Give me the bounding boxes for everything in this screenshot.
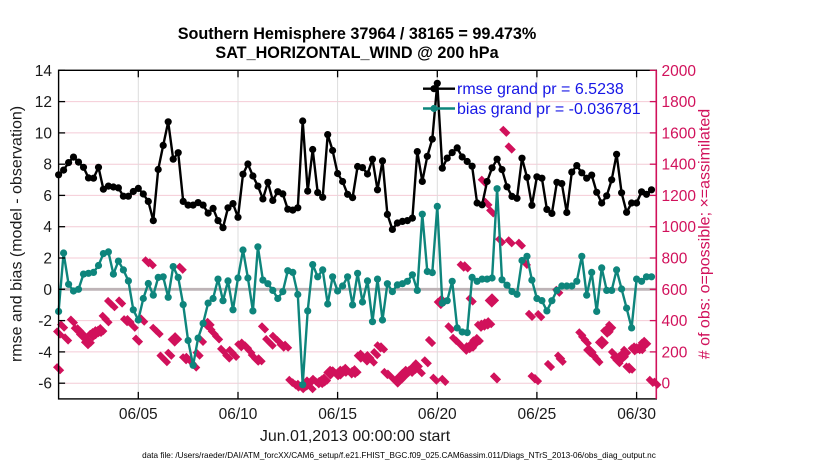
svg-text:0: 0	[662, 376, 671, 393]
svg-text:06/20: 06/20	[418, 406, 457, 423]
svg-text:rmse and bias (model - observa: rmse and bias (model - observation)	[9, 106, 26, 362]
svg-text:8: 8	[43, 157, 52, 174]
svg-text:400: 400	[662, 313, 688, 330]
svg-text:1400: 1400	[662, 157, 697, 174]
svg-text:# of obs: o=possible; ×=assimi: # of obs: o=possible; ×=assimilated	[697, 109, 714, 359]
svg-text:12: 12	[35, 94, 52, 111]
svg-text:-2: -2	[38, 313, 52, 330]
svg-text:2000: 2000	[662, 63, 697, 80]
svg-text:06/10: 06/10	[219, 406, 258, 423]
svg-text:Southern Hemisphere 37964 / 38: Southern Hemisphere 37964 / 38165 = 99.4…	[178, 25, 537, 43]
svg-text:data file: /Users/raeder/DAI/A: data file: /Users/raeder/DAI/ATM_forcXX/…	[142, 451, 656, 460]
svg-text:SAT_HORIZONTAL_WIND @ 200 hPa: SAT_HORIZONTAL_WIND @ 200 hPa	[215, 44, 499, 62]
svg-text:2: 2	[43, 251, 52, 268]
svg-text:600: 600	[662, 282, 688, 299]
svg-text:06/15: 06/15	[318, 406, 357, 423]
svg-text:0: 0	[43, 282, 52, 299]
svg-text:200: 200	[662, 344, 688, 361]
svg-text:1200: 1200	[662, 188, 697, 205]
svg-text:bias grand pr = -0.036781: bias grand pr = -0.036781	[457, 101, 641, 118]
svg-text:800: 800	[662, 251, 688, 268]
svg-text:Jun.01,2013 00:00:00 start: Jun.01,2013 00:00:00 start	[260, 428, 451, 445]
svg-text:1600: 1600	[662, 125, 697, 142]
svg-text:1000: 1000	[662, 219, 697, 236]
svg-text:14: 14	[35, 63, 53, 80]
svg-text:06/05: 06/05	[119, 406, 158, 423]
svg-text:-6: -6	[38, 376, 52, 393]
svg-text:10: 10	[35, 125, 53, 142]
svg-text:1800: 1800	[662, 94, 697, 111]
svg-text:06/25: 06/25	[518, 406, 557, 423]
svg-text:06/30: 06/30	[617, 406, 656, 423]
svg-text:6: 6	[43, 188, 52, 205]
svg-text:4: 4	[43, 219, 52, 236]
svg-text:-4: -4	[38, 344, 52, 361]
svg-text:rmse grand pr = 6.5238: rmse grand pr = 6.5238	[457, 81, 624, 98]
